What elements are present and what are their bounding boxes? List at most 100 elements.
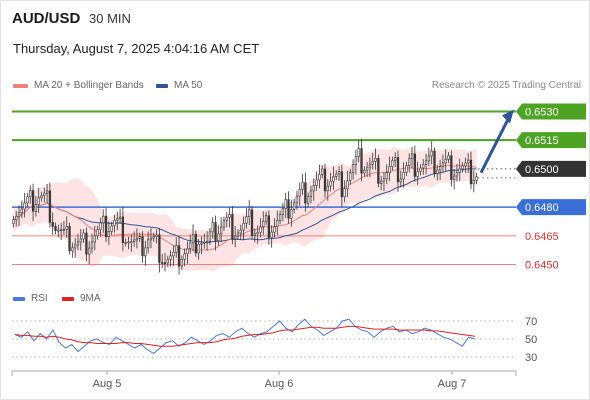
candle-body	[262, 220, 265, 228]
candle-body	[189, 242, 192, 249]
candle-body	[430, 150, 433, 157]
legend-rsi-label: RSI	[31, 293, 48, 304]
candle-body	[141, 236, 144, 257]
candle-body	[54, 226, 57, 231]
candle-body	[354, 156, 358, 165]
candle-body	[74, 244, 77, 249]
candle-body	[166, 259, 169, 264]
candle-body	[172, 251, 175, 257]
candle-body	[475, 176, 478, 181]
candle-body	[452, 175, 456, 180]
candle-body	[45, 190, 49, 194]
candle-body	[329, 180, 332, 187]
candle-body	[203, 241, 206, 244]
candle-body	[433, 150, 436, 174]
rsi-ma-line	[15, 325, 475, 347]
candle-body	[177, 245, 181, 267]
candle-body	[217, 233, 220, 241]
level-label-0.6515: 0.6515	[525, 135, 559, 147]
candle-body	[438, 166, 442, 171]
candle-body	[382, 178, 386, 182]
ma20-line	[13, 164, 477, 252]
candle-body	[444, 159, 447, 164]
candle-body	[278, 214, 282, 221]
candle-body	[281, 207, 285, 215]
candle-body	[357, 148, 360, 157]
candle-body	[309, 190, 313, 197]
candle-body	[363, 169, 366, 174]
candle-body	[346, 180, 349, 190]
candle-body	[276, 220, 279, 227]
candle-body	[183, 253, 186, 260]
candle-body	[326, 185, 329, 192]
candle-body	[402, 171, 405, 180]
level-label-0.6500: 0.6500	[525, 164, 559, 176]
candle-body	[85, 232, 88, 255]
copyright-text: Research © 2025 Trading Central	[431, 80, 581, 91]
candle-body	[467, 159, 470, 164]
candle-body	[351, 164, 355, 173]
x-tick-label: Aug 6	[265, 378, 294, 390]
legend-ma50: MA 50	[156, 80, 202, 91]
candle-body	[228, 214, 231, 218]
level-tag-0.6480	[516, 199, 586, 216]
candle-body	[301, 182, 304, 190]
timeframe-label: 30 MIN	[89, 11, 131, 26]
candle-body	[152, 236, 155, 239]
candle-body	[99, 222, 102, 231]
candle-body	[208, 231, 212, 242]
candle-body	[436, 169, 439, 174]
candle-body	[399, 178, 402, 183]
candle-body	[225, 217, 228, 221]
level-label-0.6450: 0.6450	[525, 260, 559, 272]
legend-rsi: RSI	[13, 293, 48, 304]
candle-body	[96, 229, 99, 237]
candle-body	[12, 219, 15, 224]
ma20-swatch	[13, 83, 28, 88]
candle-body	[155, 234, 158, 237]
candle-body	[26, 196, 29, 204]
candle-body	[23, 202, 26, 210]
candle-body	[284, 199, 287, 209]
candle-body	[239, 229, 242, 234]
candle-body	[236, 232, 240, 237]
candle-body	[65, 226, 68, 230]
candle-body	[419, 167, 422, 172]
candle-body	[59, 229, 63, 232]
candle-body	[104, 215, 108, 238]
candle-body	[127, 241, 130, 244]
candle-body	[200, 242, 203, 245]
candle-body	[292, 202, 296, 210]
candles-group	[12, 138, 478, 275]
candle-body	[43, 192, 46, 196]
candle-body	[144, 247, 147, 257]
candle-body	[113, 220, 116, 227]
candle-body	[118, 216, 122, 219]
rsi-tick-label: 50	[525, 334, 537, 346]
candle-body	[469, 159, 473, 185]
candle-body	[186, 248, 189, 255]
candle-body	[374, 158, 377, 162]
level-tag-0.6530	[516, 103, 586, 120]
candle-body	[158, 234, 161, 263]
candle-body	[138, 236, 141, 239]
candle-body	[88, 247, 91, 255]
candle-body	[461, 165, 464, 170]
candle-body	[71, 247, 74, 252]
candle-body	[248, 209, 251, 217]
candle-body	[360, 148, 363, 174]
candle-body	[132, 239, 136, 242]
candle-body	[410, 153, 414, 160]
level-tag-0.6515	[516, 132, 586, 149]
candle-body	[90, 241, 94, 249]
candle-body	[147, 239, 150, 249]
candle-body	[455, 172, 459, 177]
candle-body	[332, 176, 335, 182]
level-label-0.6530: 0.6530	[525, 106, 559, 118]
legend-ma20: MA 20 + Bollinger Bands	[13, 80, 144, 91]
candle-body	[102, 215, 105, 224]
candle-body	[211, 222, 214, 233]
candle-body	[231, 214, 234, 240]
rsi-ma-swatch	[62, 296, 74, 301]
candle-body	[15, 215, 18, 221]
